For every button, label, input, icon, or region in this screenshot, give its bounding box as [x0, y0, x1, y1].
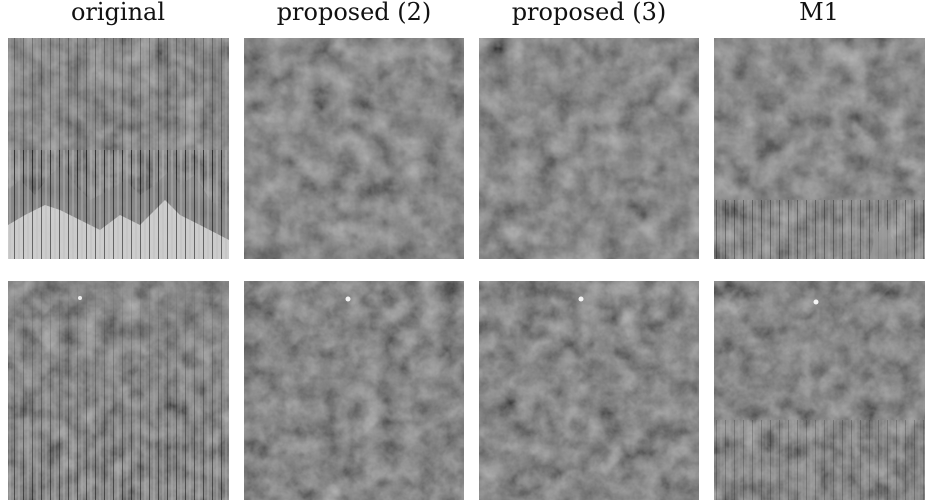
image-panel	[479, 38, 699, 259]
column-label: proposed (3)	[512, 0, 667, 26]
image-panel	[479, 281, 699, 500]
column-label: M1	[799, 0, 839, 26]
image-panel	[244, 281, 464, 500]
image-panel	[244, 38, 464, 259]
image-panel	[8, 38, 229, 259]
column-label: original	[71, 0, 165, 26]
figure: original proposed (2) proposed (3) M1	[0, 0, 925, 500]
image-panel	[714, 281, 925, 500]
column-label: proposed (2)	[277, 0, 432, 26]
image-panel	[8, 281, 229, 500]
image-panel	[714, 38, 925, 259]
